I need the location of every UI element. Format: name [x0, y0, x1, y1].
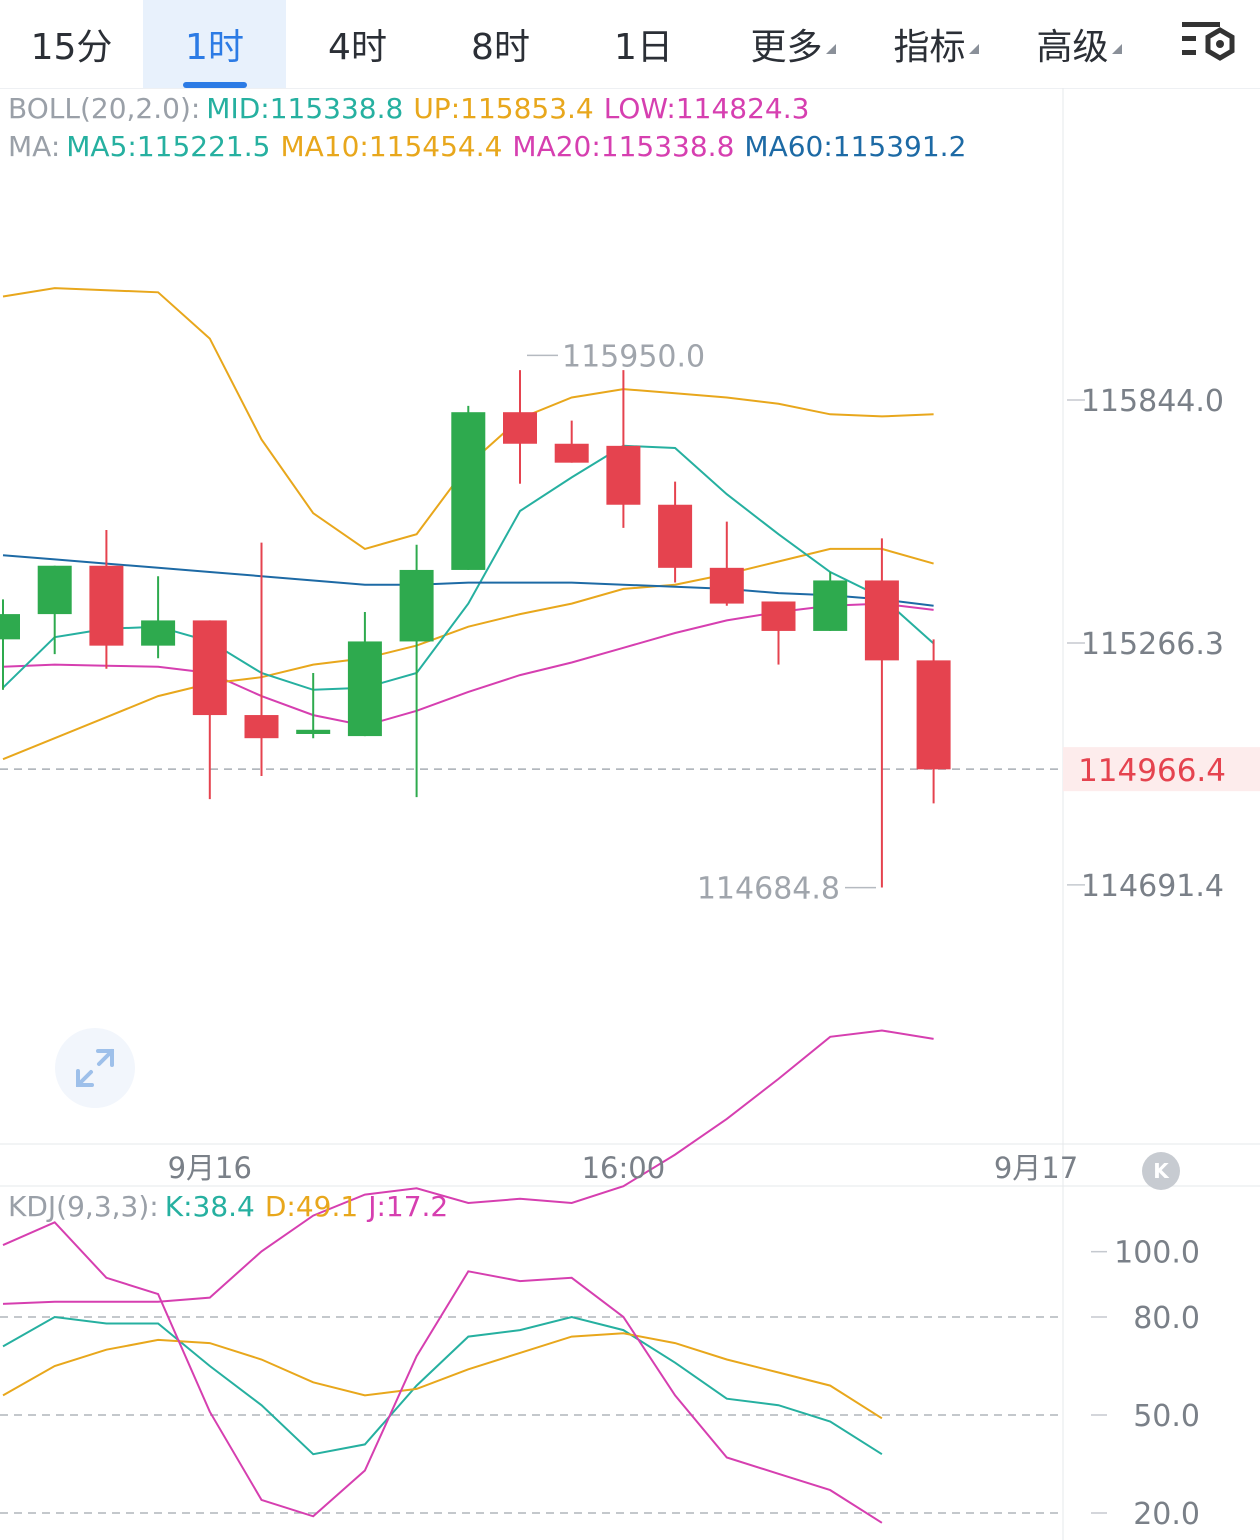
- candle-body: [141, 620, 176, 646]
- kdj-legend-item: D:49.1: [264, 1190, 359, 1223]
- candle-body: [244, 715, 279, 739]
- tab-timeframe-0[interactable]: 15分: [30, 27, 113, 68]
- ma-legend-item: MA5:115221.5: [66, 130, 271, 163]
- expand-icon: [76, 1049, 114, 1087]
- candle-body: [709, 567, 744, 604]
- chart-area[interactable]: 115844.0 115266.3 114691.4 114966.4 115950.0…: [0, 88, 1260, 1540]
- kdj-line-k: [2, 1315, 883, 1456]
- boll-legend: BOLL(20,2.0): MID:115338.8 UP:115853.4 LOW:…: [8, 92, 819, 125]
- boll-legend-name: BOLL(20,2.0):: [8, 92, 201, 125]
- kdj-tick-label: 80.0: [1133, 1301, 1200, 1336]
- time-axis-label: 16:00: [582, 1151, 666, 1185]
- dropdown-caret-icon: [969, 44, 979, 54]
- current-price-label: 114966.4: [1078, 753, 1226, 789]
- price-tick-label: 114691.4: [1081, 869, 1224, 904]
- fullscreen-button[interactable]: [55, 1028, 135, 1108]
- candle-body: [0, 614, 20, 640]
- kdj-legend-name: KDJ(9,3,3):: [8, 1190, 159, 1223]
- dropdown-menu-1[interactable]: 指标: [858, 0, 1001, 88]
- low-marker-label: 114684.8: [697, 872, 840, 907]
- kdj-legend-item: J:17.2: [368, 1190, 449, 1223]
- current-price-tag: [1063, 747, 1260, 792]
- kdj-line-d: [2, 1332, 883, 1420]
- candle-body: [606, 445, 641, 505]
- dropdown-caret-icon: [1112, 44, 1122, 54]
- timeframe-toolbar: 15分 1时 4时 8时 1日 更多 指标 高级: [0, 0, 1260, 89]
- boll-legend-item: LOW:114824.3: [603, 92, 810, 125]
- ma-legend-item: MA10:115454.4: [280, 130, 503, 163]
- candle-body: [296, 729, 331, 734]
- candle-body: [89, 565, 124, 646]
- tab-timeframe-2[interactable]: 4时: [328, 27, 387, 68]
- candle-body: [347, 641, 382, 737]
- menu-label: 指标: [893, 27, 966, 68]
- candle-body: [192, 620, 227, 716]
- ma-legend: MA: MA5:115221.5 MA10:115454.4 MA20:115338.…: [8, 130, 976, 163]
- ma-legend-name: MA:: [8, 130, 61, 163]
- kdj-line-j: [2, 1221, 883, 1524]
- candle-body: [916, 660, 951, 770]
- time-axis-label: 9月17: [994, 1151, 1078, 1185]
- kdj-legend: KDJ(9,3,3): K:38.4 D:49.1 J:17.2: [8, 1190, 458, 1223]
- ma-legend-item: MA20:115338.8: [512, 130, 735, 163]
- menu-label: 更多: [750, 27, 823, 68]
- kdj-tick-label: 100.0: [1114, 1236, 1200, 1271]
- tab-timeframe-4[interactable]: 1日: [614, 27, 673, 68]
- series-line-ma60: [2, 554, 934, 607]
- price-tick-label: 115266.3: [1081, 627, 1224, 662]
- chart-settings-icon: [1182, 22, 1235, 61]
- series-line-ma10: [2, 547, 934, 761]
- dropdown-caret-icon: [826, 44, 836, 54]
- menu-label: 高级: [1036, 27, 1109, 68]
- candle-body: [864, 580, 899, 661]
- price-tick-label: 115844.0: [1081, 384, 1224, 419]
- candle-body: [399, 569, 434, 642]
- high-marker-label: 115950.0: [562, 339, 705, 374]
- time-axis-label: 9月16: [168, 1151, 252, 1185]
- boll-legend-item: UP:115853.4: [413, 92, 594, 125]
- candle-body: [554, 443, 589, 463]
- settings-button[interactable]: [1174, 6, 1246, 78]
- candle-body: [813, 580, 848, 631]
- kdj-tick-label: 50.0: [1133, 1399, 1200, 1434]
- candle-body: [761, 601, 796, 631]
- tab-timeframe-1[interactable]: 1时: [143, 0, 286, 88]
- candle-body: [451, 412, 486, 570]
- k-logo-button[interactable]: K: [1142, 1152, 1180, 1190]
- dropdown-menu-2[interactable]: 高级: [1001, 0, 1144, 88]
- kdj-tick-label: 20.0: [1133, 1497, 1200, 1532]
- candle-body: [37, 565, 72, 615]
- candle-body: [503, 412, 537, 444]
- dropdown-menu-0[interactable]: 更多: [715, 0, 858, 88]
- candle-body: [658, 504, 693, 568]
- boll-legend-item: MID:115338.8: [206, 92, 404, 125]
- kdj-legend-item: K:38.4: [164, 1190, 255, 1223]
- ma-legend-item: MA60:115391.2: [744, 130, 967, 163]
- tab-timeframe-3[interactable]: 8时: [471, 27, 530, 68]
- series-line-low: [2, 1029, 934, 1305]
